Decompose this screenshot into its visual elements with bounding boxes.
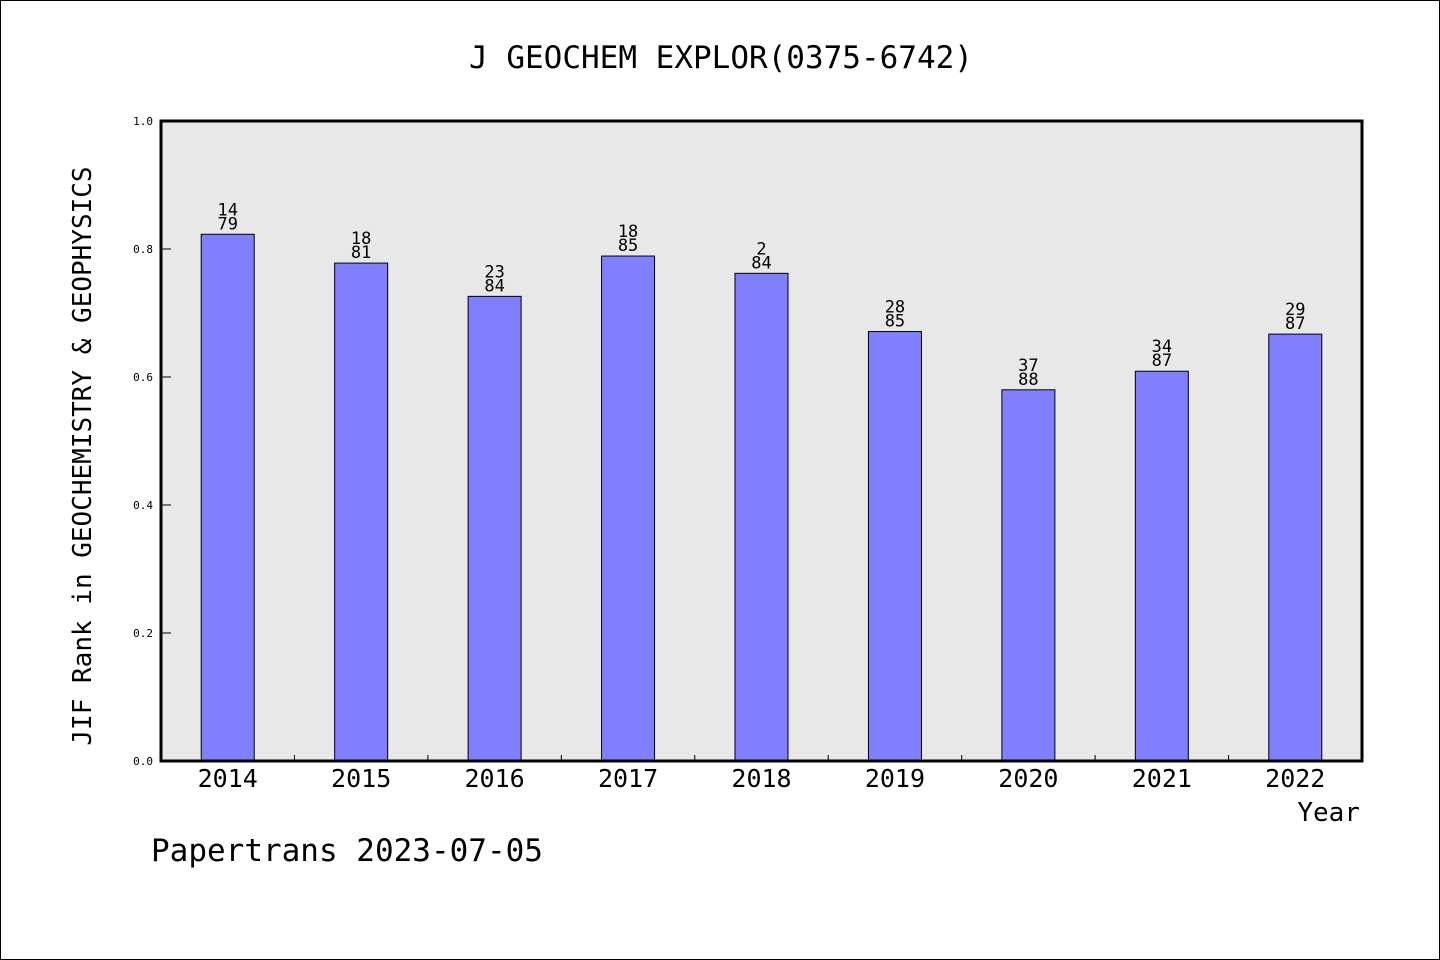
x-tick-label: 2022 bbox=[1265, 764, 1325, 793]
y-axis-label: JIF Rank in GEOCHEMISTRY & GEOPHYSICS bbox=[68, 166, 98, 745]
bar-2019 bbox=[867, 331, 922, 762]
bar-label-top: 34 bbox=[1152, 337, 1172, 357]
chart-title: J GEOCHEM EXPLOR(0375-6742) bbox=[469, 40, 973, 76]
y-tick-label: 0.0 bbox=[133, 755, 153, 768]
plot-border bbox=[159, 119, 1364, 763]
footer-text: Papertrans 2023-07-05 bbox=[151, 833, 543, 869]
y-tick-label: 0.4 bbox=[133, 499, 153, 512]
bar-label-top: 23 bbox=[484, 262, 504, 282]
bar-label-bottom: 85 bbox=[885, 312, 905, 332]
x-tick-label: 2019 bbox=[865, 764, 925, 793]
bar-2014 bbox=[200, 233, 255, 762]
bar-label-bottom: 81 bbox=[351, 243, 371, 263]
bar-label-top: 14 bbox=[217, 200, 237, 220]
x-axis-label: Year bbox=[1297, 798, 1360, 828]
bar-label-top: 18 bbox=[618, 222, 638, 242]
bar-label-bottom: 85 bbox=[618, 236, 638, 256]
bar-label-bottom: 84 bbox=[484, 276, 504, 296]
x-tick-label: 2016 bbox=[465, 764, 525, 793]
bar-label-top: 29 bbox=[1285, 300, 1305, 320]
y-tick-label: 0.2 bbox=[133, 627, 153, 640]
bar-2021 bbox=[1134, 370, 1189, 762]
bar-label-top: 37 bbox=[1018, 356, 1038, 376]
bars bbox=[200, 233, 1323, 762]
bar-2017 bbox=[601, 255, 656, 762]
bar-label-bottom: 84 bbox=[751, 253, 771, 273]
bar-label-bottom: 79 bbox=[217, 214, 237, 234]
bar-label-bottom: 87 bbox=[1152, 351, 1172, 371]
bar-label-bottom: 87 bbox=[1285, 314, 1305, 334]
x-axis: 2014 2015 2016 2017 2018 2019 2020 2021 2022 bbox=[198, 755, 1325, 793]
y-tick-label: 1.0 bbox=[133, 115, 153, 128]
bar-label-top: 18 bbox=[351, 229, 371, 249]
bar-2022 bbox=[1268, 333, 1323, 762]
x-tick-label: 2018 bbox=[731, 764, 791, 793]
x-tick-label: 2020 bbox=[998, 764, 1058, 793]
bar-2016 bbox=[467, 295, 522, 762]
x-tick-label: 2021 bbox=[1132, 764, 1192, 793]
x-tick-label: 2015 bbox=[331, 764, 391, 793]
bar-2015 bbox=[334, 262, 389, 762]
y-tick-label: 0.6 bbox=[133, 371, 153, 384]
bar-2020 bbox=[1001, 389, 1056, 762]
x-tick-label: 2014 bbox=[198, 764, 258, 793]
bar-label-top: 2 bbox=[756, 239, 766, 259]
bar-label-top: 28 bbox=[885, 298, 905, 318]
bar-label-bottom: 88 bbox=[1018, 370, 1038, 390]
bar-2018 bbox=[734, 272, 789, 762]
y-tick-label: 0.8 bbox=[133, 243, 153, 256]
x-tick-label: 2017 bbox=[598, 764, 658, 793]
